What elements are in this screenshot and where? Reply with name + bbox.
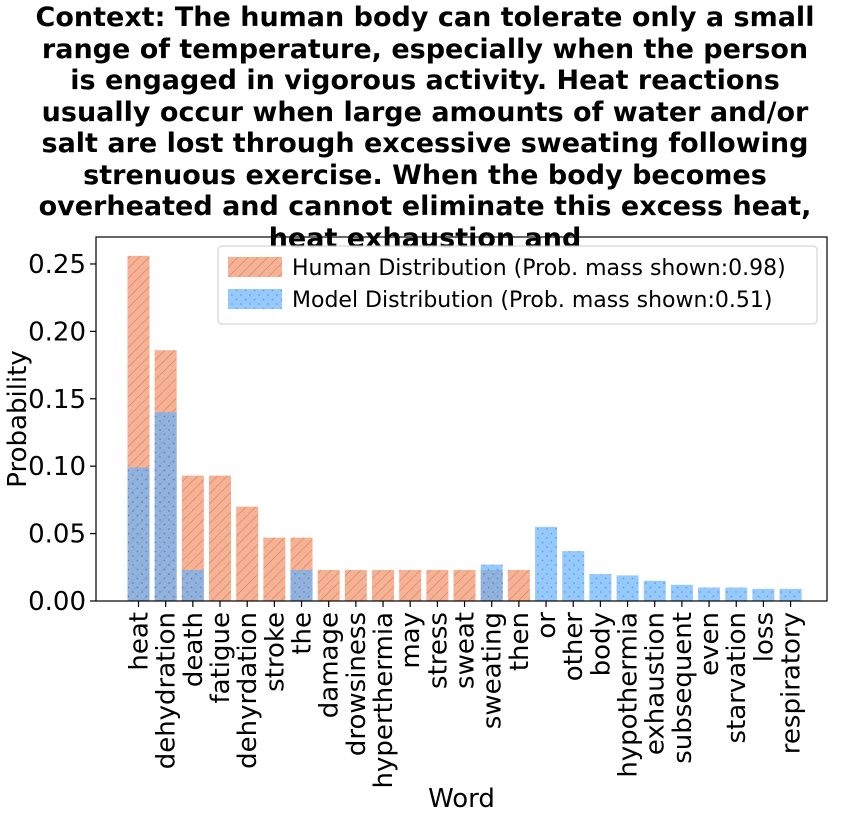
x-axis-label: Word — [428, 784, 495, 814]
title-line: is engaged in vigorous activity. Heat re… — [70, 65, 780, 96]
model-bar-sweating — [480, 564, 503, 601]
x-tick-label: body — [586, 612, 616, 676]
legend-label-human: Human Distribution (Prob. mass shown:0.9… — [292, 256, 786, 281]
human-bar-death — [181, 475, 204, 601]
y-tick-label: 0.25 — [28, 250, 86, 280]
title-line: overheated and cannot eliminate this exc… — [38, 191, 812, 222]
human-bar-sweat — [453, 569, 476, 601]
model-bar-the — [290, 569, 313, 601]
x-tick-label: death — [179, 612, 209, 687]
y-tick-label: 0.05 — [28, 520, 86, 550]
model-bar-heat — [127, 467, 150, 601]
model-bar-starvation — [725, 587, 748, 601]
model-bar-body — [589, 574, 612, 601]
model-bar-death — [181, 569, 204, 601]
y-tick-label: 0.20 — [28, 317, 86, 347]
x-tick-label: even — [695, 612, 725, 676]
x-tick-label: sweating — [478, 612, 508, 729]
x-tick-label: subsequent — [668, 612, 698, 764]
model-bar-subsequent — [670, 584, 693, 601]
human-bar-may — [399, 569, 422, 601]
legend-swatch-model — [228, 289, 282, 309]
x-tick-label: fatigue — [206, 612, 236, 703]
legend-box — [217, 245, 818, 325]
y-axis-ticks: 0.00 0.05 0.10 0.15 0.20 0.25 — [28, 250, 96, 617]
y-tick-label: 0.15 — [28, 385, 86, 415]
x-tick-label: hyperthermia — [369, 612, 399, 788]
x-tick-label: then — [505, 612, 535, 671]
x-tick-label: may — [396, 612, 426, 669]
human-bar-hyperthermia — [372, 569, 395, 601]
human-bar-damage — [317, 569, 340, 601]
y-axis-label: Probability — [3, 350, 33, 487]
x-tick-label: or — [532, 612, 562, 639]
human-bar-then — [507, 569, 530, 601]
x-tick-label: other — [559, 612, 589, 682]
model-bar-hypothermia — [616, 575, 639, 601]
x-tick-label: dehydration — [152, 612, 182, 769]
legend: Human Distribution (Prob. mass shown:0.9… — [217, 245, 818, 325]
title-line: salt are lost through excessive sweating… — [41, 128, 809, 159]
title-line: usually occur when large amounts of wate… — [41, 96, 809, 128]
x-tick-label: the — [288, 612, 318, 655]
plot-frame — [95, 236, 828, 602]
x-tick-label: hypothermia — [614, 612, 644, 778]
model-distribution-bars — [127, 412, 802, 601]
human-bar-fatigue — [209, 475, 232, 601]
x-tick-label: stress — [423, 612, 453, 689]
x-tick-label: starvation — [722, 612, 752, 744]
x-tick-label: stroke — [260, 612, 290, 692]
model-bar-other — [562, 551, 585, 601]
x-tick-label: respiratory — [777, 612, 807, 754]
x-tick-label: damage — [315, 612, 345, 718]
axes — [95, 236, 828, 602]
y-tick-label: 0.00 — [28, 587, 86, 617]
x-tick-label: loss — [749, 612, 779, 662]
model-bar-or — [535, 526, 558, 601]
x-tick-label: drowsiness — [342, 612, 372, 756]
legend-label-model: Model Distribution (Prob. mass shown:0.5… — [292, 288, 772, 313]
model-bar-even — [698, 587, 721, 601]
x-tick-label: dehyrdation — [233, 612, 263, 769]
y-tick-label: 0.10 — [28, 452, 86, 482]
model-bar-dehydration — [154, 412, 177, 601]
human-bar-dehyrdation — [236, 506, 259, 601]
human-bar-stroke — [263, 537, 286, 601]
human-bar-drowsiness — [344, 569, 367, 601]
human-bar-stress — [426, 569, 449, 601]
title-line: Context: The human body can tolerate onl… — [35, 2, 815, 33]
model-bar-exhaustion — [643, 580, 666, 601]
x-tick-label: sweat — [451, 612, 481, 689]
x-axis-ticks: heatdehydrationdeathfatiguedehyrdationst… — [125, 601, 807, 788]
model-bar-respiratory — [779, 588, 802, 601]
title-line: range of temperature, especially when th… — [41, 33, 809, 65]
x-tick-label: exhaustion — [641, 612, 671, 755]
x-tick-label: heat — [125, 612, 155, 671]
legend-swatch-human — [228, 257, 282, 277]
title-line: strenuous exercise. When the body become… — [83, 159, 767, 191]
model-bar-loss — [752, 588, 775, 601]
